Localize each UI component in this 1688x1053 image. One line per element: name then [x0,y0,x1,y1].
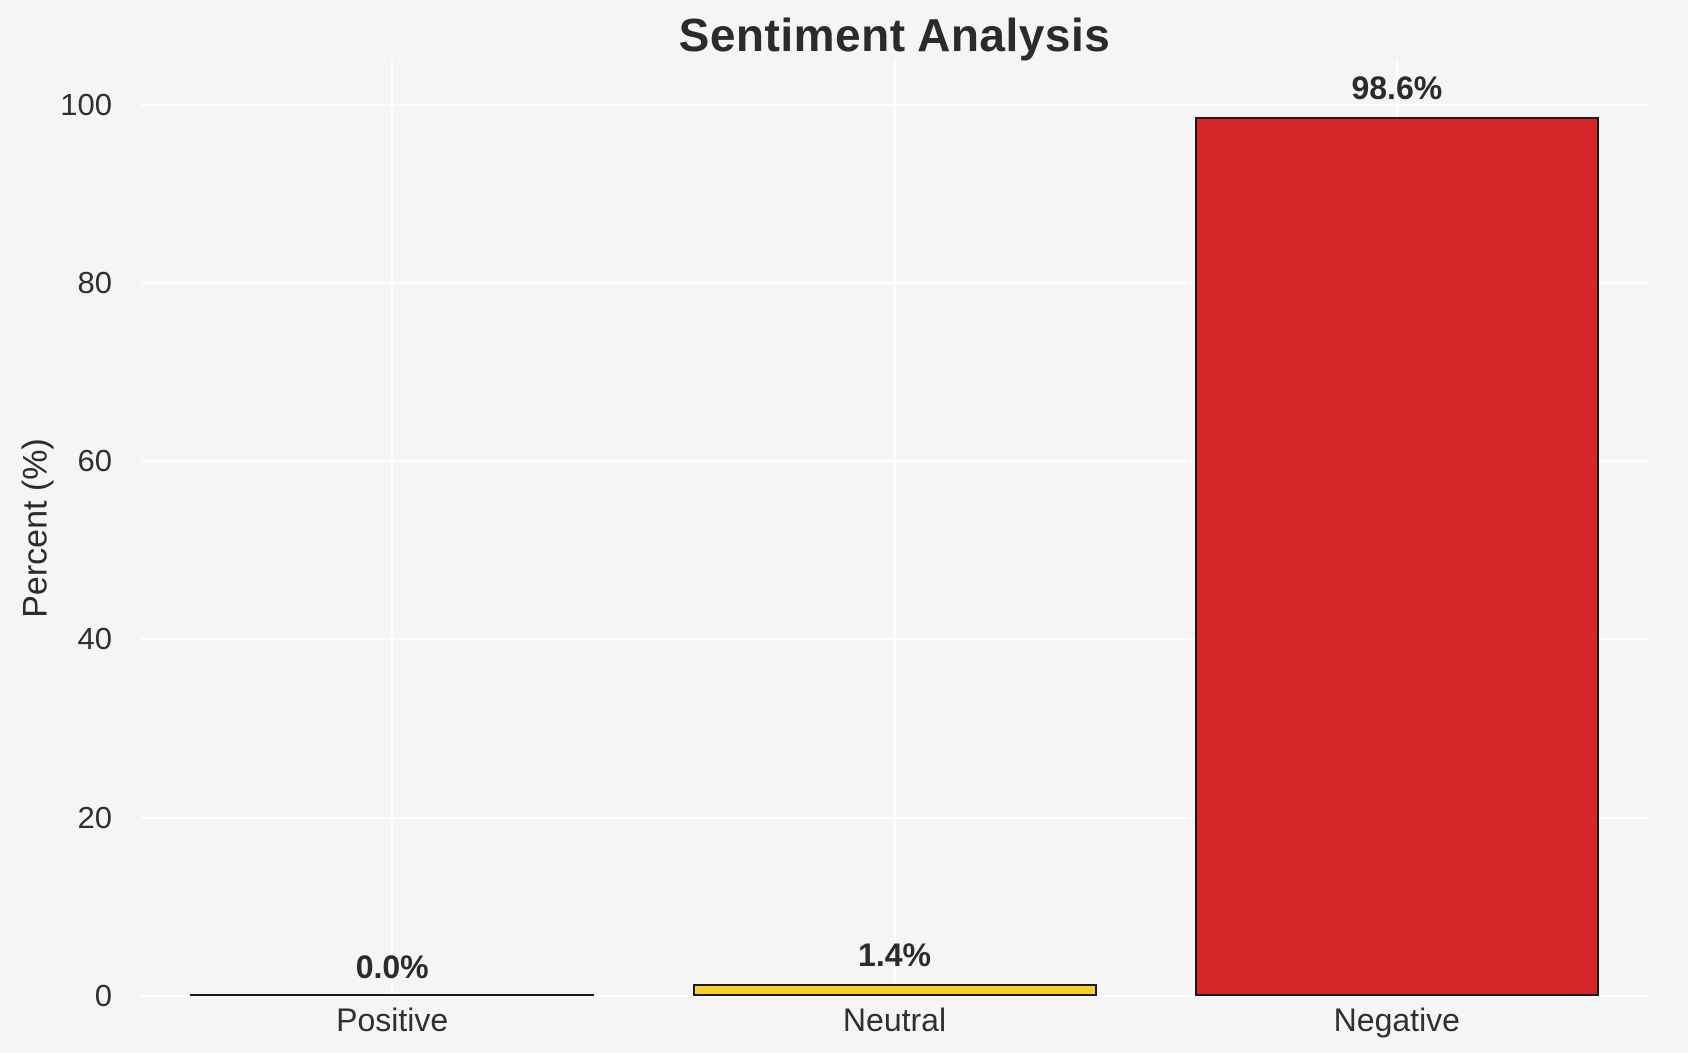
y-tick-label: 20 [77,799,112,835]
y-tick-label: 60 [77,443,112,479]
chart-title: Sentiment Analysis [678,9,1111,61]
y-tick-label: 80 [77,264,112,300]
bar-neutral [692,983,1097,996]
x-gridline [391,60,394,996]
y-tick-label: 100 [60,86,112,122]
bar-value-label: 1.4% [858,936,931,973]
bar-negative [1194,117,1599,996]
x-gridline [893,60,896,996]
y-tick-label: 0 [94,978,112,1013]
x-tick-label-neutral: Neutral [842,1002,947,1038]
bar-value-label: 98.6% [1351,70,1443,107]
plot-area: 0.0% 1.4% 98.6% [141,60,1648,997]
x-tick-label-positive: Positive [336,1002,449,1038]
x-tick-label-negative: Negative [1333,1002,1460,1038]
bar-positive [190,993,595,996]
y-gridline [141,995,1648,997]
y-tick-label: 40 [77,621,112,657]
bar-value-label: 0.0% [355,949,429,985]
